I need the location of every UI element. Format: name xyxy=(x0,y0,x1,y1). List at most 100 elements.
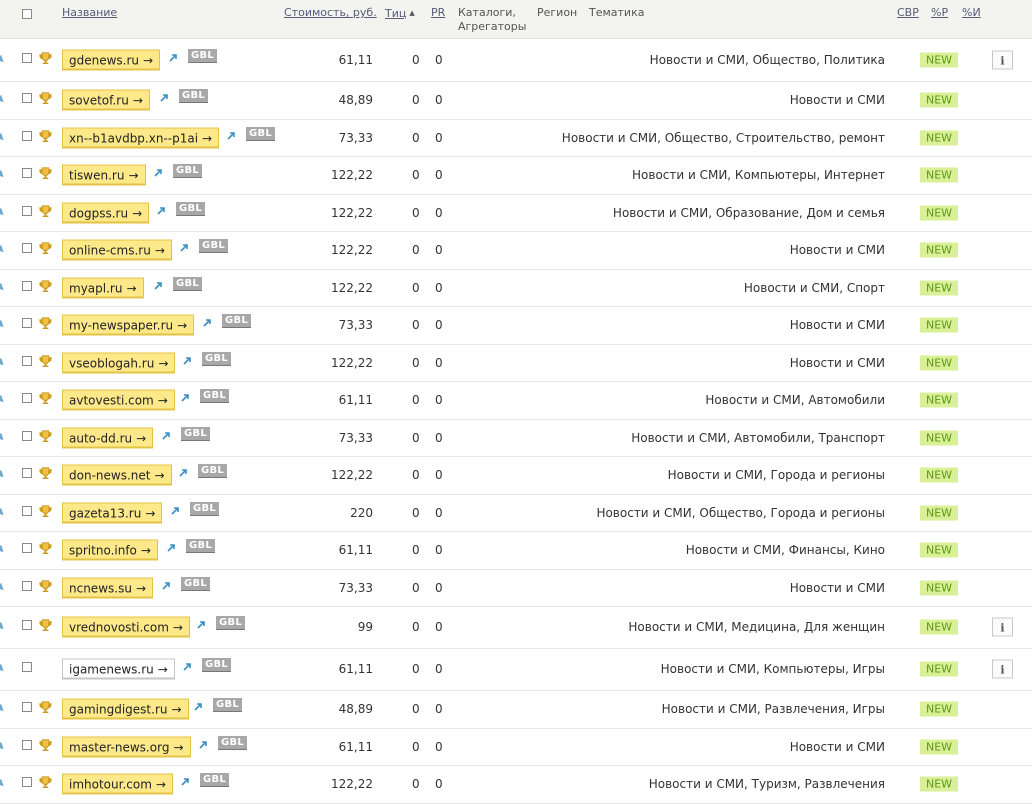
theme-value: Новости и СМИ, Компьютеры, Интернет xyxy=(632,168,885,182)
site-link[interactable]: vrednovosti.com → xyxy=(62,616,190,638)
sort-pct-p-link[interactable]: %P xyxy=(931,6,949,19)
trophy-icon xyxy=(39,738,52,751)
external-link-icon[interactable] xyxy=(161,580,171,590)
site-link[interactable]: online-cms.ru → xyxy=(62,239,172,261)
gbl-badge[interactable]: GBL xyxy=(198,464,228,478)
sort-tic-link[interactable]: Тиц xyxy=(385,7,407,20)
gbl-badge[interactable]: GBL xyxy=(216,616,246,630)
external-link-icon[interactable] xyxy=(178,467,188,477)
row-checkbox[interactable] xyxy=(22,205,32,216)
row-marker-icon: ▼ xyxy=(0,740,8,753)
row-checkbox[interactable] xyxy=(22,543,32,553)
external-link-icon[interactable] xyxy=(161,430,171,440)
sort-pct-i-link[interactable]: %И xyxy=(962,6,981,19)
site-link[interactable]: gdenews.ru → xyxy=(62,49,161,71)
table-row: ▼ gdenews.ru → GBL 61,11 0 0 Новости и СМИ, Общ… xyxy=(0,39,1032,82)
gbl-badge[interactable]: GBL xyxy=(181,426,211,441)
sort-cvr-link[interactable]: СВР xyxy=(897,6,919,19)
row-checkbox[interactable] xyxy=(22,468,32,478)
info-button[interactable]: i xyxy=(992,617,1013,637)
row-checkbox[interactable] xyxy=(22,318,32,328)
row-checkbox[interactable] xyxy=(22,505,32,516)
gbl-badge[interactable]: GBL xyxy=(202,351,232,366)
external-link-icon[interactable] xyxy=(182,661,192,671)
select-all-checkbox[interactable] xyxy=(22,9,32,19)
gbl-badge[interactable]: GBL xyxy=(188,49,218,63)
site-link[interactable]: ncnews.su → xyxy=(62,577,153,598)
site-link[interactable]: imhotour.com → xyxy=(62,773,173,795)
external-link-icon[interactable] xyxy=(202,317,212,327)
site-link[interactable]: auto-dd.ru → xyxy=(62,427,154,448)
external-link-icon[interactable] xyxy=(196,619,206,629)
gbl-badge[interactable]: GBL xyxy=(179,89,209,103)
external-link-icon[interactable] xyxy=(179,242,189,252)
arrow-right-icon: → xyxy=(132,206,143,220)
external-link-icon[interactable] xyxy=(153,167,163,177)
site-link[interactable]: gazeta13.ru → xyxy=(62,502,163,523)
site-link[interactable]: sovetof.ru → xyxy=(62,89,150,111)
site-link[interactable]: xn--b1avdbp.xn--p1ai → xyxy=(62,127,220,148)
sort-price-link[interactable]: Стоимость, руб. xyxy=(284,6,377,19)
tic-value: 0 xyxy=(412,168,420,182)
row-checkbox[interactable] xyxy=(22,739,32,750)
gbl-badge[interactable]: GBL xyxy=(222,314,252,328)
external-link-icon[interactable] xyxy=(193,701,203,711)
row-checkbox[interactable] xyxy=(22,580,32,591)
external-link-icon[interactable] xyxy=(180,776,190,786)
site-link[interactable]: don-news.net → xyxy=(62,464,172,486)
info-button[interactable]: i xyxy=(992,659,1013,679)
external-link-icon[interactable] xyxy=(168,52,178,62)
gbl-badge[interactable]: GBL xyxy=(200,389,230,403)
gbl-badge[interactable]: GBL xyxy=(246,126,276,141)
site-link[interactable]: my-newspaper.ru → xyxy=(62,314,195,336)
gbl-badge[interactable]: GBL xyxy=(199,239,229,253)
row-checkbox[interactable] xyxy=(22,430,32,441)
row-checkbox[interactable] xyxy=(22,280,32,291)
gbl-badge[interactable]: GBL xyxy=(190,501,220,516)
site-link[interactable]: tiswen.ru → xyxy=(62,164,146,186)
row-checkbox[interactable] xyxy=(22,355,32,366)
theme-value: Новости и СМИ xyxy=(789,580,885,595)
sort-pr-link[interactable]: PR xyxy=(431,6,446,19)
info-button[interactable]: i xyxy=(992,50,1013,70)
site-link[interactable]: igamenews.ru → xyxy=(62,658,175,680)
external-link-icon[interactable] xyxy=(180,392,190,402)
row-checkbox[interactable] xyxy=(22,777,32,787)
external-link-icon[interactable] xyxy=(153,280,163,290)
gbl-badge[interactable]: GBL xyxy=(200,773,230,787)
sort-name-link[interactable]: Название xyxy=(62,6,118,19)
gbl-badge[interactable]: GBL xyxy=(173,276,203,291)
external-link-icon[interactable] xyxy=(182,355,192,365)
row-checkbox[interactable] xyxy=(22,243,32,253)
site-link[interactable]: avtovesti.com → xyxy=(62,389,175,411)
gbl-badge[interactable]: GBL xyxy=(181,576,211,591)
row-checkbox[interactable] xyxy=(22,130,32,141)
site-link[interactable]: myapl.ru → xyxy=(62,277,144,298)
external-link-icon[interactable] xyxy=(166,542,176,552)
site-link[interactable]: dogpss.ru → xyxy=(62,202,150,223)
external-link-icon[interactable] xyxy=(170,505,180,515)
site-link[interactable]: spritno.info → xyxy=(62,539,158,561)
external-link-icon[interactable] xyxy=(198,739,208,749)
external-link-icon[interactable] xyxy=(156,205,166,215)
row-checkbox[interactable] xyxy=(22,702,32,712)
external-link-icon[interactable] xyxy=(226,130,236,140)
row-checkbox[interactable] xyxy=(22,393,32,403)
gbl-badge[interactable]: GBL xyxy=(186,539,216,553)
external-link-icon[interactable] xyxy=(159,92,169,102)
gbl-badge[interactable]: GBL xyxy=(213,698,243,712)
site-link[interactable]: gamingdigest.ru → xyxy=(62,698,189,720)
row-checkbox[interactable] xyxy=(22,168,32,178)
row-checkbox[interactable] xyxy=(22,662,32,672)
row-checkbox[interactable] xyxy=(22,93,32,103)
gbl-badge[interactable]: GBL xyxy=(202,658,232,672)
row-checkbox[interactable] xyxy=(22,620,32,630)
gbl-badge[interactable]: GBL xyxy=(176,201,206,216)
site-link[interactable]: vseoblogah.ru → xyxy=(62,352,176,373)
tic-value: 0 xyxy=(412,355,420,370)
site-link[interactable]: master-news.org → xyxy=(62,736,191,757)
sort-tic-header[interactable]: Тиц ▲ xyxy=(385,6,415,21)
gbl-badge[interactable]: GBL xyxy=(218,735,248,750)
row-checkbox[interactable] xyxy=(22,53,32,63)
gbl-badge[interactable]: GBL xyxy=(173,164,203,178)
